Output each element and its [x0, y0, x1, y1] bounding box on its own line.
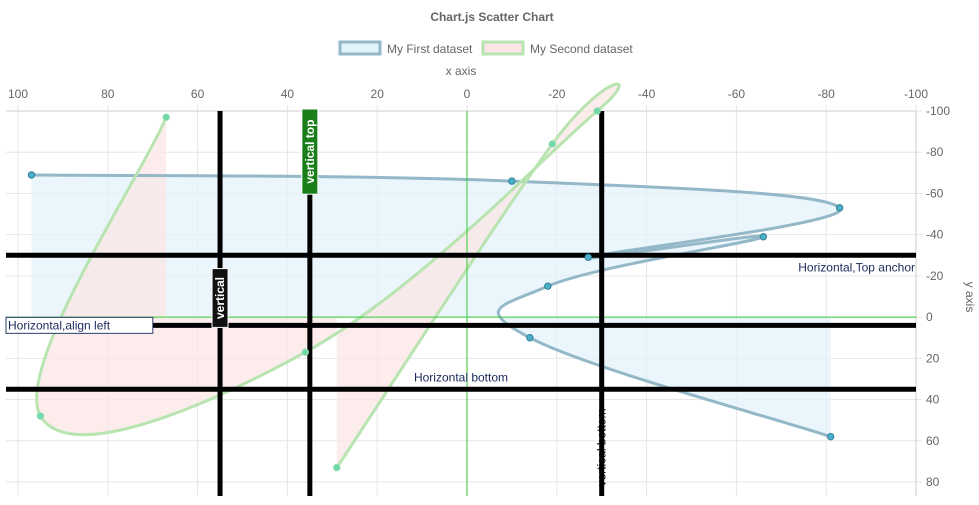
- data-point[interactable]: [593, 107, 601, 115]
- data-point[interactable]: [544, 282, 552, 290]
- data-point[interactable]: [301, 348, 310, 356]
- vertical-annotation-label: vertical bottom: [595, 408, 609, 486]
- y-tick-label: -40: [926, 228, 944, 242]
- y-tick-label: 80: [926, 475, 940, 489]
- x-tick-label: 60: [191, 87, 205, 101]
- data-points: [27, 107, 844, 472]
- data-point[interactable]: [759, 233, 768, 241]
- legend-label: My Second dataset: [530, 42, 633, 56]
- y-tick-label: 20: [926, 351, 940, 365]
- y-tick-label: 0: [926, 310, 933, 324]
- legend-item-1[interactable]: My First dataset: [338, 40, 473, 56]
- y-tick-label: -80: [926, 145, 944, 159]
- data-point[interactable]: [27, 171, 36, 179]
- annotation-label-bg: [211, 268, 229, 328]
- annotation-label-text: vertical: [213, 277, 227, 319]
- data-point[interactable]: [333, 463, 341, 472]
- data-point[interactable]: [508, 177, 516, 185]
- series-fill-2: [36, 84, 620, 468]
- y-tick-label: -20: [926, 269, 944, 283]
- data-point[interactable]: [162, 113, 170, 121]
- annotation-lines: [6, 111, 916, 496]
- annotation-label-text: Horizontal,align left: [8, 318, 111, 332]
- zero-lines: [6, 111, 916, 496]
- x-tick-label: 40: [281, 87, 295, 101]
- x-tick-label: -60: [728, 87, 746, 101]
- x-tick-label: -100: [904, 87, 928, 101]
- x-tick-label: -20: [548, 87, 566, 101]
- annotation-label-text: Horizontal,Top anchor: [798, 260, 915, 274]
- annotation-label-bg: [5, 316, 154, 334]
- legend-label: My First dataset: [387, 42, 473, 56]
- vertical-annotation-label: vertical: [211, 268, 229, 328]
- annotation-label-bg: [301, 108, 319, 195]
- y-tick-label: -100: [926, 104, 950, 118]
- axis-ticks: 100 80 60 40 20 0 -20 -40 -60 -80 -100 -100 -80 -60 -4…: [8, 87, 950, 489]
- annotation-label-text: Horizontal bottom: [414, 370, 508, 384]
- x-tick-label: 80: [101, 87, 115, 101]
- data-point[interactable]: [826, 432, 835, 441]
- annotation-label-text: vertical bottom: [595, 408, 609, 486]
- y-tick-label: 60: [926, 434, 940, 448]
- data-point[interactable]: [548, 140, 557, 148]
- data-point[interactable]: [526, 334, 534, 342]
- legend[interactable]: My First dataset My Second dataset: [338, 40, 633, 56]
- x-axis-label: x axis: [446, 64, 477, 78]
- dataset-fills: [31, 84, 841, 468]
- data-point[interactable]: [36, 412, 45, 420]
- y-tick-label: -60: [926, 186, 944, 200]
- x-tick-label: -80: [818, 87, 836, 101]
- x-tick-label: 20: [371, 87, 385, 101]
- y-tick-label: 40: [926, 393, 940, 407]
- legend-swatch: [481, 40, 525, 56]
- y-axis-label: y axis: [963, 282, 977, 313]
- data-point[interactable]: [835, 204, 844, 212]
- x-tick-label: 100: [8, 87, 28, 101]
- series-line-2: [35, 82, 621, 469]
- annotation-label-text: vertical top: [303, 120, 317, 184]
- data-point[interactable]: [584, 253, 592, 262]
- vertical-annotation-label: vertical top: [301, 108, 319, 195]
- x-tick-label: -40: [638, 87, 656, 101]
- legend-swatch: [338, 40, 382, 56]
- annotation-labels: vertical vertical top vertical bottom Horiz…: [5, 108, 915, 487]
- chart-title: Chart.js Scatter Chart: [430, 10, 553, 24]
- x-tick-label: 0: [464, 87, 471, 101]
- legend-item-2[interactable]: My Second dataset: [481, 40, 633, 56]
